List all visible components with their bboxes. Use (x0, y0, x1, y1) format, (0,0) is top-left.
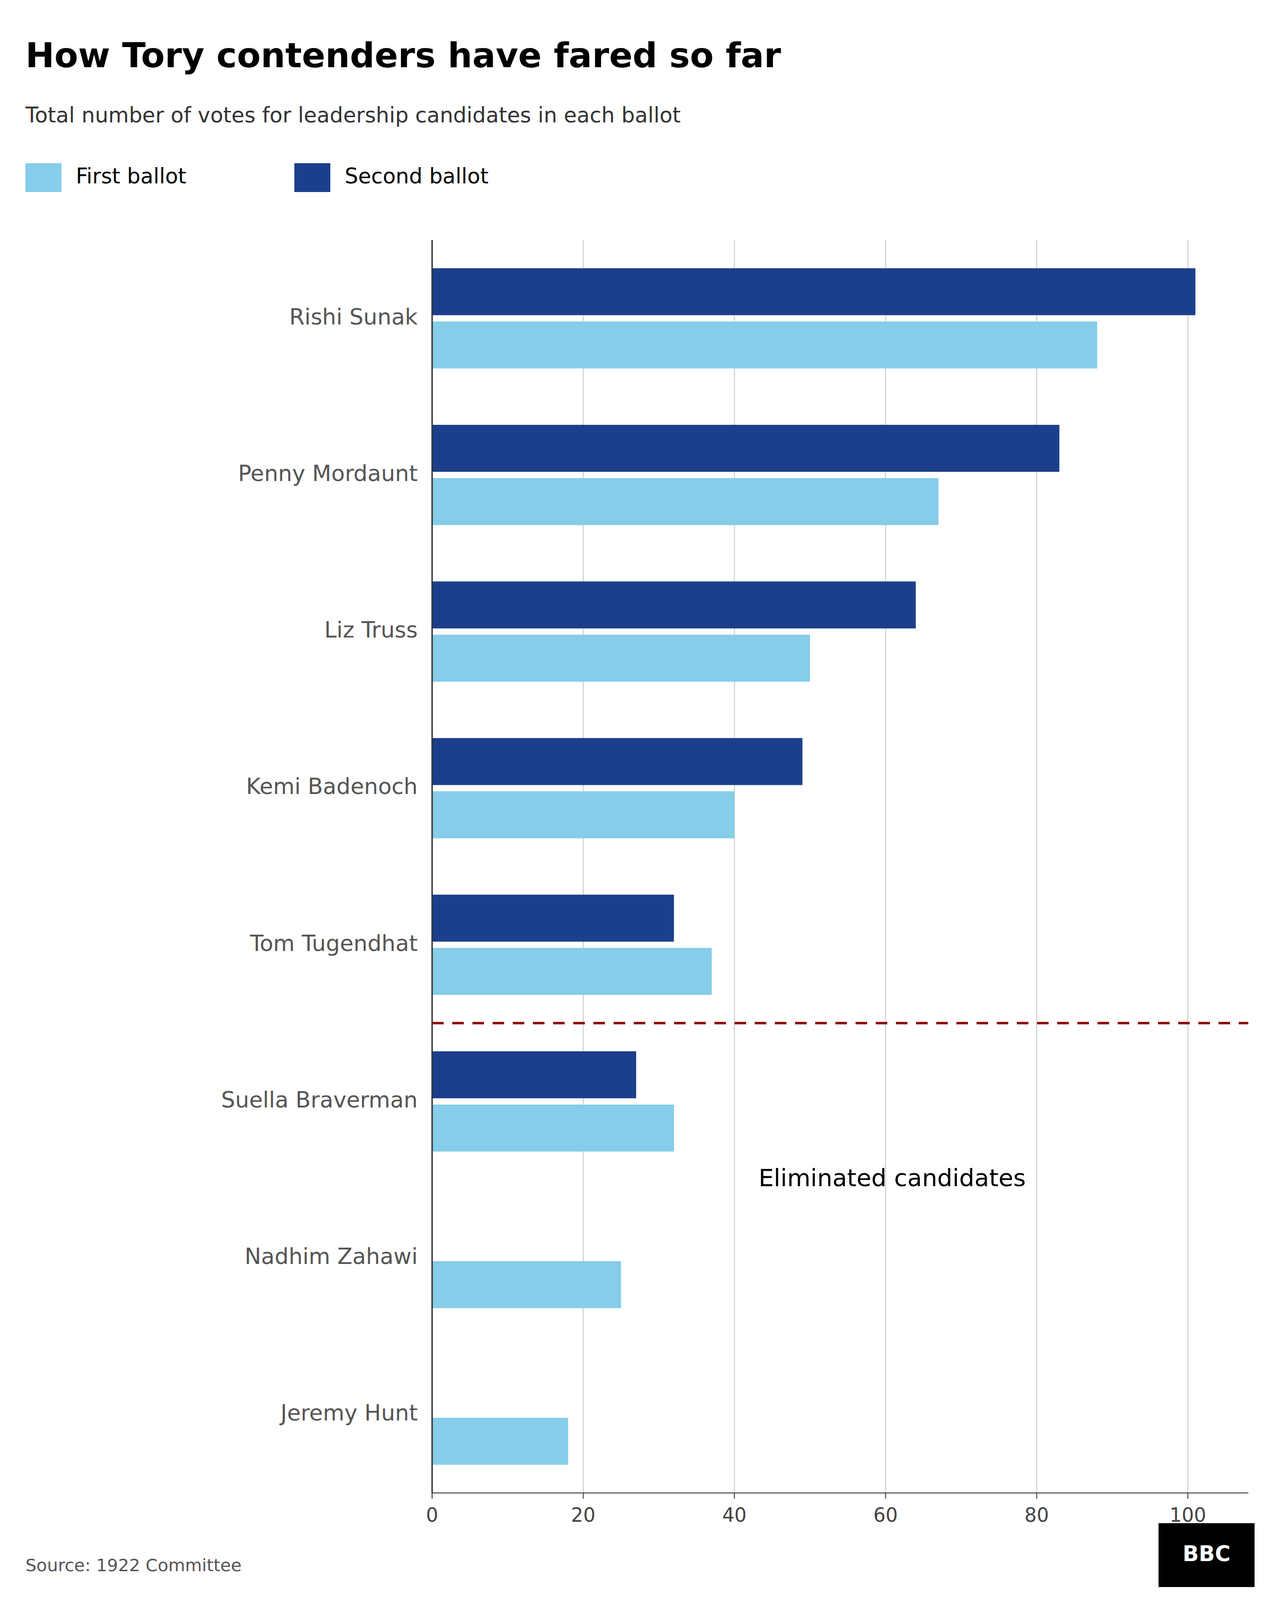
chart: How Tory contenders have fared so far Tot… (0, 0, 1280, 1600)
tick-mark (884, 1493, 886, 1499)
page: {"chart_data": { "type": "bar", "orienta… (0, 0, 1280, 1600)
grid (432, 240, 1188, 1494)
bar (432, 581, 916, 629)
category-label: Kemi Badenoch (246, 773, 418, 800)
category-label: Nadhim Zahawi (244, 1243, 418, 1270)
chart-container: How Tory contenders have fared so far Tot… (0, 0, 1280, 1600)
legend-label: Second ballot (344, 163, 489, 189)
tick-mark (582, 1493, 584, 1499)
bar (432, 1051, 637, 1099)
tick-label: 100 (1169, 1504, 1207, 1527)
category-label: Tom Tugendhat (249, 930, 418, 957)
x-axis-line (432, 1492, 1249, 1494)
bar (432, 268, 1196, 316)
category-label: Liz Truss (324, 616, 418, 643)
grid-line (431, 240, 433, 1494)
legend-label: First ballot (75, 163, 187, 189)
x-axis-ticks: 0 20 40 60 80 100 (425, 1493, 1207, 1527)
bar (432, 737, 803, 785)
source: Source: 1922 Committee (25, 1555, 242, 1576)
bar (432, 424, 1060, 472)
y-axis-line (431, 240, 434, 1494)
bar (432, 1261, 622, 1309)
category-label: Jeremy Hunt (278, 1400, 418, 1426)
y-axis-labels: Rishi Sunak Penny Mordaunt Liz Truss Kemi B… (221, 303, 419, 1427)
bar (432, 894, 675, 942)
legend-swatch (294, 163, 331, 193)
tick-mark (734, 1493, 736, 1499)
grid-line (1187, 240, 1189, 1494)
legend: First ballot Second ballot (25, 163, 489, 193)
bars (432, 268, 1196, 1466)
tick-label: 20 (570, 1504, 596, 1527)
tick-label: 80 (1024, 1504, 1050, 1527)
bar (432, 321, 1098, 369)
annotation: Eliminated candidates (758, 1164, 1027, 1193)
logo: BBC (1158, 1523, 1255, 1588)
bar (432, 791, 735, 839)
elimination-line (432, 1022, 1249, 1025)
tick-mark (1187, 1493, 1189, 1499)
legend-swatch (25, 163, 62, 193)
bar (432, 1417, 568, 1465)
bar (432, 634, 810, 682)
tick-label: 0 (425, 1504, 438, 1527)
tick-mark (431, 1493, 433, 1499)
logo-box (1158, 1523, 1255, 1588)
tick-label: 40 (722, 1504, 747, 1527)
category-label: Penny Mordaunt (238, 460, 418, 487)
logo-text: BBC (1182, 1541, 1231, 1567)
category-label: Rishi Sunak (289, 303, 418, 330)
category-label: Suella Braverman (221, 1086, 418, 1113)
bar (432, 1104, 675, 1152)
tick-label: 60 (873, 1504, 898, 1527)
bar (432, 948, 712, 996)
bar (432, 478, 939, 526)
title: How Tory contenders have fared so far (25, 35, 782, 76)
subtitle: Total number of votes for leadership can… (24, 102, 681, 128)
background (0, 0, 1280, 1600)
tick-mark (1036, 1493, 1038, 1499)
